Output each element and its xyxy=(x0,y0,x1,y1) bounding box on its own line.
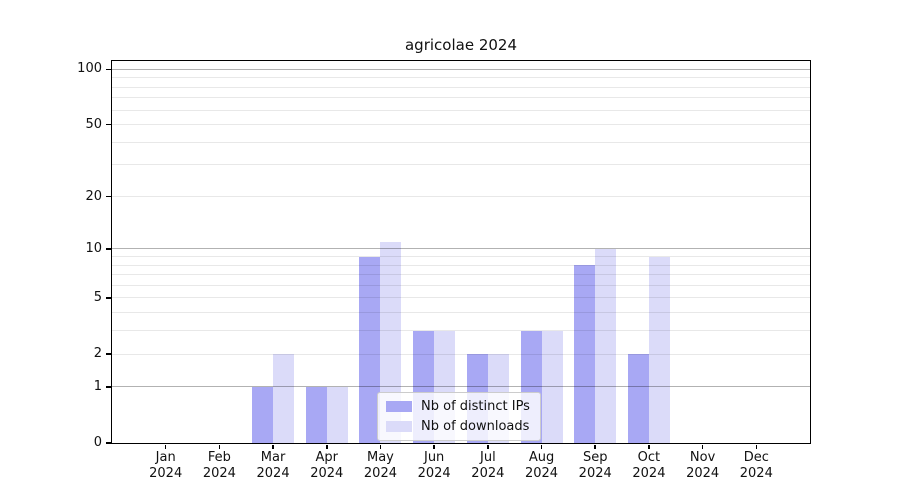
bar-downloads xyxy=(595,248,617,443)
gridline-minor xyxy=(112,97,810,99)
x-tick-label: Aug 2024 xyxy=(524,450,559,481)
y-tick-label: 100 xyxy=(77,61,102,77)
bar-downloads xyxy=(273,354,295,443)
y-tick-label: 20 xyxy=(85,188,102,204)
gridline-minor xyxy=(112,297,810,299)
x-tick-label: Oct 2024 xyxy=(632,450,666,481)
x-axis-tick xyxy=(701,444,704,449)
legend-label-downloads: Nb of downloads xyxy=(421,419,530,434)
gridline-major xyxy=(112,68,810,70)
plot-area xyxy=(112,61,810,443)
x-axis-tick xyxy=(755,444,758,449)
x-axis-tick xyxy=(326,444,328,449)
legend-item-downloads: Nb of downloads xyxy=(386,418,530,435)
y-axis-tick xyxy=(106,123,111,126)
y-tick-label: 0 xyxy=(93,435,102,450)
gridline-minor xyxy=(112,353,810,355)
gridline-minor xyxy=(112,109,810,111)
gridline-minor xyxy=(112,196,810,198)
bar-distinct-ips xyxy=(252,386,274,443)
gridline-minor xyxy=(112,330,810,332)
y-tick-label: 1 xyxy=(93,378,102,394)
x-tick-label: Feb 2024 xyxy=(202,450,236,481)
bar-downloads xyxy=(541,330,563,443)
y-tick-label: 50 xyxy=(85,116,102,132)
x-tick-label: Jun 2024 xyxy=(417,450,451,481)
gridline-minor xyxy=(112,312,810,314)
y-tick-label: 2 xyxy=(93,346,102,362)
gridline-minor xyxy=(112,274,810,276)
x-tick-label: Nov 2024 xyxy=(686,450,720,481)
x-tick-label: May 2024 xyxy=(363,450,397,481)
legend-swatch-distinct-ips-icon xyxy=(386,401,412,412)
bar-downloads xyxy=(648,256,670,443)
gridline-minor xyxy=(112,86,810,88)
x-tick-label: Jan 2024 xyxy=(149,450,183,481)
x-tick-label: Mar 2024 xyxy=(256,450,290,481)
bar-distinct-ips xyxy=(627,354,649,443)
legend: Nb of distinct IPs Nb of downloads xyxy=(377,392,541,441)
x-tick-label: Jul 2024 xyxy=(471,450,505,481)
gridline-major xyxy=(112,386,810,388)
x-axis-tick xyxy=(487,444,489,449)
y-axis-tick xyxy=(106,68,111,71)
bar-distinct-ips xyxy=(574,265,596,443)
gridline-minor xyxy=(112,256,810,258)
x-tick-label: Sep 2024 xyxy=(578,450,612,481)
legend-item-distinct-ips: Nb of distinct IPs xyxy=(386,398,530,415)
x-axis-tick xyxy=(379,444,382,449)
x-axis-tick xyxy=(594,444,596,449)
x-axis-tick xyxy=(164,444,167,449)
bar-downloads xyxy=(326,386,348,443)
chart-title: agricolae 2024 xyxy=(404,36,517,54)
gridline-minor xyxy=(112,264,810,266)
x-tick-label: Dec 2024 xyxy=(739,450,773,481)
y-axis-tick xyxy=(106,297,111,299)
bar-distinct-ips xyxy=(359,256,381,443)
gridline-minor xyxy=(112,164,810,166)
x-axis-tick xyxy=(648,444,650,449)
gridline-minor xyxy=(112,284,810,286)
legend-label-distinct-ips: Nb of distinct IPs xyxy=(421,399,530,414)
y-axis-tick xyxy=(106,386,111,388)
x-axis-tick xyxy=(272,444,274,449)
x-axis-tick xyxy=(540,444,543,449)
x-axis-tick xyxy=(218,444,221,449)
y-axis-tick xyxy=(106,248,111,250)
gridline-major xyxy=(112,248,810,250)
y-tick-label: 10 xyxy=(85,240,102,256)
bar-distinct-ips xyxy=(305,386,327,443)
legend-swatch-downloads-icon xyxy=(386,421,412,432)
y-axis-tick xyxy=(106,442,111,444)
gridline-minor xyxy=(112,77,810,79)
x-tick-label: Apr 2024 xyxy=(310,450,344,481)
gridline-minor xyxy=(112,124,810,126)
y-axis-tick xyxy=(106,195,111,198)
y-tick-label: 5 xyxy=(93,289,102,305)
y-axis-tick xyxy=(106,353,111,355)
x-axis-tick xyxy=(433,444,435,449)
gridline-minor xyxy=(112,141,810,143)
